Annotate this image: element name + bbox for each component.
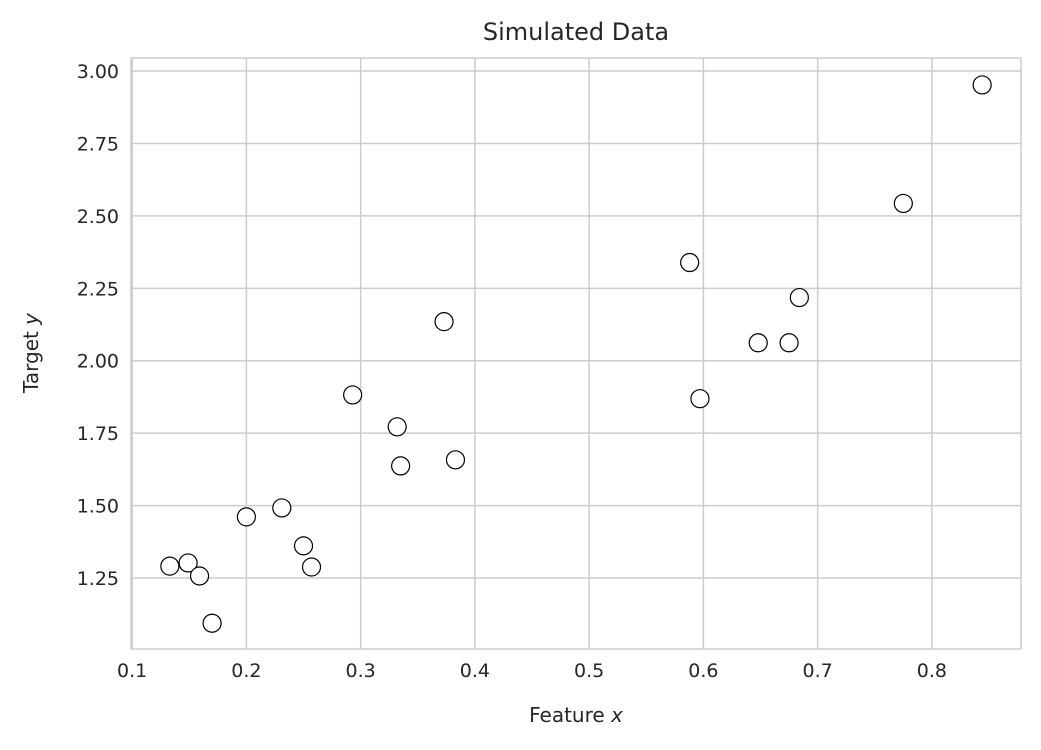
grid bbox=[131, 58, 1021, 649]
data-point bbox=[789, 287, 809, 308]
data-point bbox=[893, 193, 913, 214]
data-point bbox=[293, 536, 314, 556]
x-tick-label: 0.4 bbox=[460, 660, 490, 682]
y-axis-label: Target y bbox=[19, 312, 43, 394]
data-point bbox=[272, 498, 292, 518]
y-tick-label: 2.75 bbox=[77, 133, 119, 155]
y-tick-label: 2.00 bbox=[77, 351, 119, 373]
x-tick-label: 0.6 bbox=[688, 660, 718, 682]
x-tick-labels: 0.1 0.2 0.3 0.4 0.5 0.6 0.7 0.8 bbox=[117, 660, 947, 682]
y-tick-labels: 1.25 1.50 1.75 2.00 2.25 2.50 2.75 3.00 bbox=[77, 61, 119, 590]
data-point bbox=[343, 385, 363, 405]
x-tick-label: 0.3 bbox=[346, 660, 376, 682]
data-point bbox=[779, 333, 799, 353]
data-point bbox=[680, 252, 700, 273]
data-point bbox=[160, 556, 180, 576]
data-point bbox=[189, 566, 210, 586]
data-point bbox=[434, 312, 454, 332]
x-tick-label: 0.1 bbox=[117, 660, 147, 682]
plot-frame bbox=[130, 57, 1022, 650]
chart-title: Simulated Data bbox=[483, 18, 669, 46]
data-point bbox=[972, 75, 992, 95]
y-tick-label: 2.25 bbox=[77, 278, 119, 300]
x-tick-label: 0.2 bbox=[231, 660, 261, 682]
data-points bbox=[160, 75, 992, 633]
y-tick-label: 2.50 bbox=[77, 206, 119, 228]
data-point bbox=[387, 417, 407, 437]
data-point bbox=[301, 557, 322, 577]
y-tick-label: 1.75 bbox=[77, 423, 119, 445]
data-point bbox=[690, 389, 710, 409]
data-point bbox=[391, 456, 411, 476]
x-tick-label: 0.7 bbox=[803, 660, 833, 682]
x-tick-label: 0.8 bbox=[917, 660, 947, 682]
x-axis-label: Feature x bbox=[529, 703, 623, 727]
data-point bbox=[236, 507, 256, 527]
data-point bbox=[445, 450, 466, 470]
x-tick-label: 0.5 bbox=[574, 660, 604, 682]
data-point bbox=[178, 553, 198, 573]
y-tick-label: 3.00 bbox=[77, 61, 119, 83]
y-tick-label: 1.50 bbox=[77, 496, 119, 518]
y-tick-label: 1.25 bbox=[77, 568, 119, 590]
data-point bbox=[748, 333, 768, 353]
data-point bbox=[202, 613, 222, 633]
